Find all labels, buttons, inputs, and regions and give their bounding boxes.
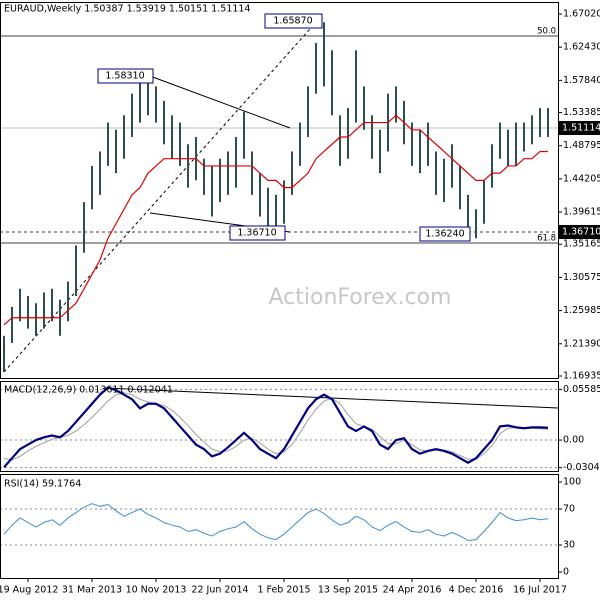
panel-title: RSI(14) 59.1764 xyxy=(4,479,81,490)
annotation: 50.0 xyxy=(537,27,556,37)
line xyxy=(3,386,549,469)
line xyxy=(3,503,549,542)
trend-line xyxy=(149,75,291,129)
line xyxy=(3,392,549,461)
last-price-box xyxy=(559,121,600,135)
y-tick-label: 1.57840 xyxy=(563,75,600,86)
x-tick-label: 19 Aug 2012 xyxy=(0,585,58,596)
y-tick-label: 100 xyxy=(563,477,581,488)
annotation-box xyxy=(97,68,154,84)
x-tick-label: 22 Jun 2014 xyxy=(191,585,248,596)
watermark: ActionForex.com xyxy=(269,285,452,310)
x-tick-label: 16 Jul 2017 xyxy=(513,585,567,596)
line xyxy=(3,114,548,326)
price-panel xyxy=(0,2,559,379)
chart-title: EURAUD,Weekly 1.50387 1.53919 1.50151 1.… xyxy=(4,4,250,15)
x-tick-label: 1 Feb 2015 xyxy=(257,585,310,596)
annotation: 1.36240 xyxy=(425,229,464,240)
annotation-box xyxy=(229,225,286,241)
y-tick-label: 1.21390 xyxy=(563,338,600,349)
annotation: 1.65870 xyxy=(273,16,312,27)
x-tick-label: 13 Sep 2015 xyxy=(318,585,378,596)
y-tick-label: 1.44205 xyxy=(563,173,600,184)
level-box xyxy=(559,225,600,239)
macd-panel xyxy=(0,381,559,472)
y-tick-label: 30 xyxy=(563,540,575,551)
annotation: 61.8 xyxy=(537,234,556,244)
x-tick-label: 24 Apr 2016 xyxy=(383,585,442,596)
annotation-box xyxy=(264,13,323,29)
y-tick-label: 0.055858 xyxy=(563,384,600,395)
y-tick-label: 1.35165 xyxy=(563,239,600,250)
x-tick-label: 4 Dec 2016 xyxy=(449,585,504,596)
level-label: 1.36710 xyxy=(562,227,600,238)
panel-title: MACD(12,26,9) 0.013611 0.012041 xyxy=(4,385,173,396)
x-tick-label: 10 Nov 2013 xyxy=(126,585,187,596)
y-tick-label: 0.00 xyxy=(563,435,584,446)
trend-line xyxy=(3,19,319,373)
annotation-box xyxy=(419,226,471,242)
y-tick-label: 1.30575 xyxy=(563,272,600,283)
last-price-label: 1.51114 xyxy=(562,123,600,134)
y-tick-label: 1.25985 xyxy=(563,305,600,316)
y-tick-label: 1.48795 xyxy=(563,140,600,151)
y-tick-label: -0.030447 xyxy=(563,462,600,473)
rsi-panel xyxy=(0,474,559,579)
annotation: 1.58310 xyxy=(105,71,144,82)
y-tick-label: 70 xyxy=(563,504,575,515)
y-tick-label: 1.53385 xyxy=(563,107,600,118)
y-tick-label: 1.16935 xyxy=(563,371,600,382)
annotation: 1.36710 xyxy=(237,228,276,239)
y-tick-label: 1.67020 xyxy=(563,8,600,19)
y-tick-label: 1.39615 xyxy=(563,207,600,218)
y-tick-label: 0 xyxy=(563,567,569,578)
x-tick-label: 31 Mar 2013 xyxy=(62,585,122,596)
y-tick-label: 1.62430 xyxy=(563,42,600,53)
